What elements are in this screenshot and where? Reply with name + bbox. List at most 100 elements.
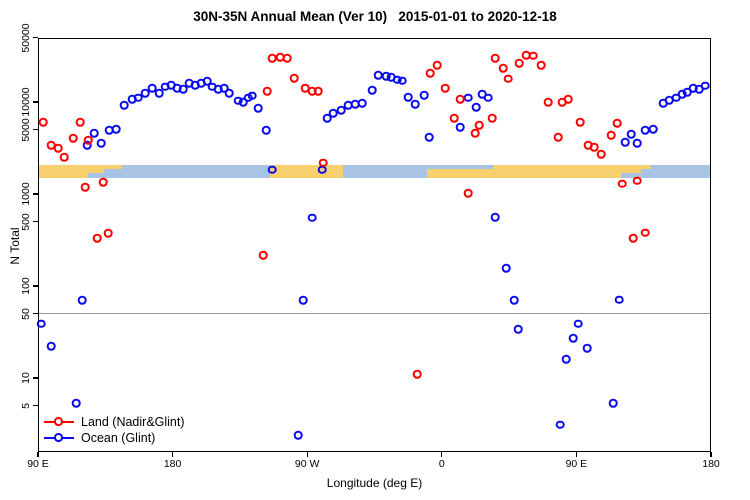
map-band-land (103, 164, 122, 169)
ocean-point (328, 108, 338, 118)
ocean-point (224, 88, 234, 98)
ocean-point (202, 76, 212, 86)
land-point (606, 130, 616, 140)
ocean-point (471, 102, 481, 112)
land-point (318, 158, 328, 168)
land-point (313, 86, 323, 96)
land-point (463, 188, 473, 198)
land-point (474, 120, 484, 130)
ocean-point (119, 100, 129, 110)
ocean-point (483, 93, 493, 103)
land-point (92, 233, 102, 243)
map-band-land (640, 164, 652, 169)
ocean-point (178, 84, 188, 94)
x-axis-title: Longitude (deg E) (326, 476, 423, 490)
legend-item-land: Land (Nadir&Glint) (44, 414, 185, 430)
ocean-point (614, 295, 624, 304)
x-axis-tick (441, 452, 443, 457)
ocean-point (555, 420, 565, 430)
legend: Land (Nadir&Glint) Ocean (Glint) (44, 414, 185, 446)
land-point (258, 251, 268, 260)
land-point (432, 60, 442, 70)
ocean-point (700, 81, 710, 91)
land-point (289, 73, 299, 83)
land-point (640, 228, 650, 237)
x-tick-label: 180 (163, 458, 182, 470)
x-tick-label: 180 (702, 458, 720, 470)
y-axis-tick (33, 377, 38, 379)
ocean-point (247, 91, 257, 101)
land-point (83, 135, 93, 145)
y-tick-label: 100 (20, 277, 32, 295)
ocean-point (561, 354, 571, 364)
land-point (490, 53, 500, 63)
land-point (38, 118, 48, 127)
land-point (455, 94, 465, 104)
land-point (589, 142, 599, 152)
land-point (617, 179, 627, 189)
legend-label-land: Land (Nadir&Glint) (81, 415, 185, 429)
land-point (575, 117, 585, 127)
x-axis-tick (37, 452, 39, 457)
ocean-point (582, 344, 592, 353)
ocean-point (419, 90, 429, 100)
ocean-point (509, 295, 519, 305)
land-point (596, 149, 606, 159)
ocean-point (397, 76, 407, 86)
land-point (612, 118, 622, 128)
ocean-point (424, 132, 434, 142)
ocean-point (573, 319, 583, 328)
land-point (563, 94, 573, 104)
ocean-point (336, 105, 346, 115)
ocean-point (501, 263, 511, 273)
land-point (528, 51, 538, 61)
ocean-point (154, 88, 164, 98)
land-point (80, 182, 90, 192)
ocean-point (403, 92, 413, 102)
ocean-point (626, 130, 636, 139)
ocean-point (77, 295, 87, 305)
land-point (536, 60, 546, 70)
land-point (53, 143, 63, 153)
ocean-point (140, 88, 150, 98)
y-axis-tick (33, 36, 38, 39)
y-tick-label: 500 (20, 212, 32, 231)
y-axis-tick (33, 193, 38, 195)
x-tick-label: 90 W (294, 458, 320, 470)
ocean-point (490, 212, 500, 222)
land-point (98, 178, 108, 187)
y-axis-tick (33, 101, 38, 103)
land-point (440, 83, 450, 93)
land-point (632, 176, 642, 186)
land-point (412, 369, 422, 379)
ocean-point (568, 334, 578, 343)
y-tick-label: 5 (20, 402, 32, 409)
ocean-point (620, 137, 630, 147)
ocean-point (367, 85, 377, 95)
ocean-point (71, 399, 81, 408)
y-axis-tick (33, 312, 38, 315)
y-tick-label: 1000 (20, 182, 32, 206)
legend-label-ocean: Ocean (Glint) (81, 431, 156, 445)
reference-line-50 (38, 312, 711, 315)
ocean-point (267, 165, 277, 175)
y-axis-tick (33, 220, 38, 223)
ocean-point (463, 93, 473, 103)
ocean-point (293, 430, 303, 440)
ocean-point (322, 113, 332, 123)
y-tick-label: 50000 (20, 23, 32, 53)
land-point (487, 113, 497, 123)
map-band-land (269, 164, 344, 178)
land-series-marker-icon (44, 417, 74, 427)
x-tick-label: 0 (438, 458, 445, 470)
ocean-point (648, 124, 658, 134)
land-point (628, 233, 638, 243)
ocean-point (298, 295, 308, 305)
ocean-point (36, 319, 46, 328)
land-point (75, 117, 85, 127)
land-point (543, 97, 553, 107)
y-tick-label: 5000 (20, 118, 32, 142)
ocean-point (147, 83, 157, 93)
x-tick-label: 90 E (27, 458, 49, 470)
